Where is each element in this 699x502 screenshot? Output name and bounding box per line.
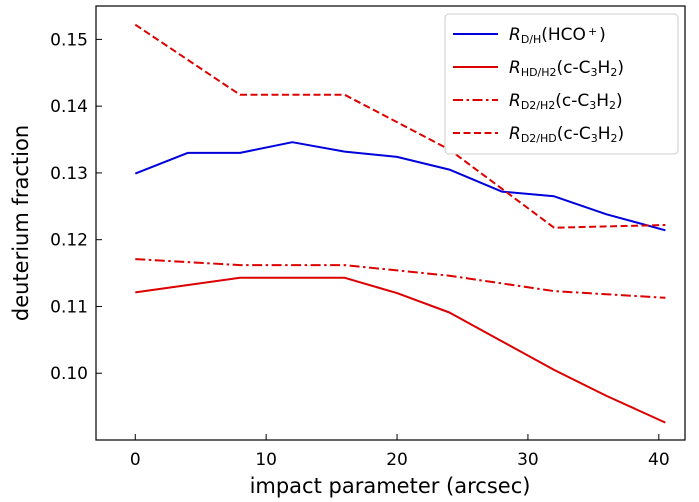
x-tick-label: 30 bbox=[517, 450, 539, 470]
y-tick-label: 0.12 bbox=[50, 231, 88, 251]
tick-layer: 0 10 20 30 40 0.10 0.11 0.12 0.13 0.14 0.15 bbox=[50, 30, 670, 470]
y-tick-label: 0.13 bbox=[50, 164, 88, 184]
series-layer bbox=[134, 23, 666, 424]
legend-label-3: RD2/HD(c-C3H2) bbox=[509, 124, 624, 145]
x-tick-label: 10 bbox=[255, 450, 277, 470]
y-tick-label: 0.14 bbox=[50, 97, 88, 117]
series-line-2 bbox=[135, 258, 666, 299]
x-tick-label: 20 bbox=[386, 450, 408, 470]
y-tick-label: 0.11 bbox=[50, 297, 88, 317]
legend-label-1: RHD/H2(c-C3H2) bbox=[509, 58, 624, 79]
x-tick-label: 40 bbox=[648, 450, 670, 470]
legend-label-0: RD/H(HCO +) bbox=[509, 25, 606, 46]
legend-label-2: RD2/H2(c-C3H2) bbox=[509, 91, 623, 112]
x-axis-title: impact parameter (arcsec) bbox=[250, 474, 531, 498]
y-axis-title: deuterium fraction bbox=[9, 125, 33, 321]
y-tick-label: 0.10 bbox=[50, 364, 88, 384]
x-tick-label: 0 bbox=[130, 450, 141, 470]
series-line-3 bbox=[134, 23, 666, 229]
series-line-1 bbox=[135, 276, 666, 424]
series-line-0 bbox=[134, 141, 666, 232]
legend: RD/H(HCO +) RHD/H2(c-C3H2) RD2/H2(c-C3H2) RD… bbox=[444, 13, 679, 155]
y-tick-label: 0.15 bbox=[50, 30, 88, 50]
plot-frame bbox=[95, 5, 686, 441]
legend-frame bbox=[444, 13, 679, 155]
